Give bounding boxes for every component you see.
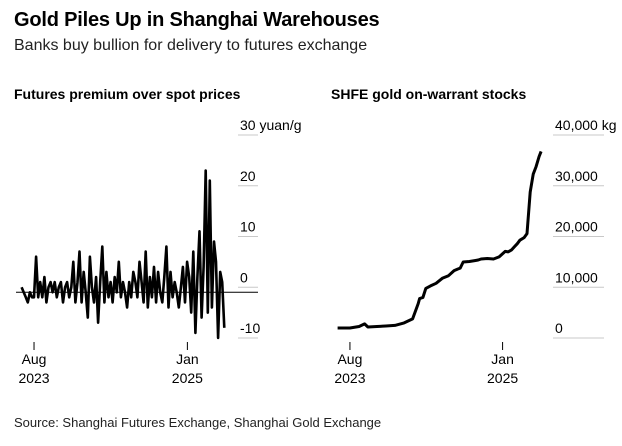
stocks-chart: 0 10,000 20,000 30,000 40,000 kg Aug 2023 Jan 20… [334, 117, 616, 386]
x-tick-label: 2025 [172, 370, 203, 386]
y-tick-label: 10,000 [555, 269, 598, 285]
x-tick-label: Jan [491, 351, 514, 367]
y-tick-label: 10 [240, 219, 256, 235]
y-tick-label: 20 [240, 168, 256, 184]
premium-chart: -10 0 10 20 30 yuan/g Aug 2023 Jan 2025 [16, 117, 302, 386]
x-tick-label: Jan [176, 351, 199, 367]
premium-chart-title: Futures premium over spot prices [14, 86, 241, 102]
x-tick-label: 2025 [487, 370, 518, 386]
series-line [337, 150, 543, 330]
y-tick-label: -10 [240, 320, 260, 336]
y-tick-label: 0 [240, 269, 248, 285]
x-tick-label: Aug [22, 351, 47, 367]
x-tick-label: 2023 [334, 370, 365, 386]
series-line [20, 169, 226, 340]
y-tick-label: 20,000 [555, 219, 598, 235]
x-tick-label: 2023 [18, 370, 49, 386]
y-tick-label: 30,000 [555, 168, 598, 184]
x-tick-label: Aug [337, 351, 362, 367]
stocks-chart-title: SHFE gold on-warrant stocks [331, 86, 527, 102]
y-tick-label: 40,000 kg [555, 117, 617, 133]
page-subtitle: Banks buy bullion for delivery to future… [14, 37, 368, 54]
y-tick-label: 0 [555, 320, 563, 336]
page-title: Gold Piles Up in Shanghai Warehouses [14, 9, 380, 31]
y-tick-label: 30 yuan/g [240, 117, 302, 133]
source-note: Source: Shanghai Futures Exchange, Shang… [14, 415, 382, 430]
